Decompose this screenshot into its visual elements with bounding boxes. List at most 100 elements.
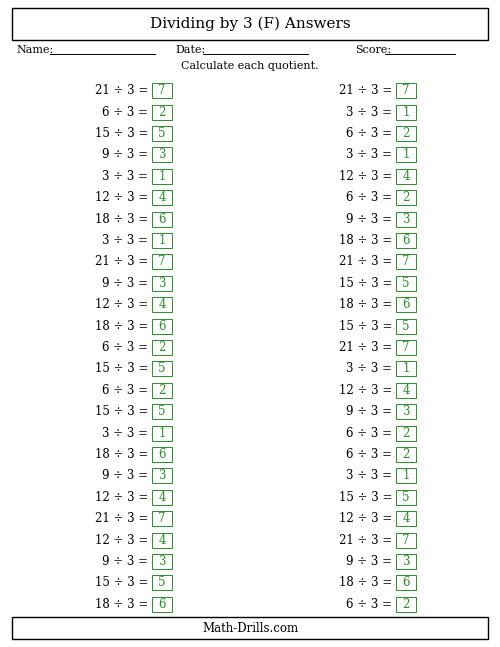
Bar [396,447,416,462]
Bar [152,212,172,226]
Text: 18 ÷ 3 =: 18 ÷ 3 = [339,298,392,311]
Text: 3: 3 [158,470,166,483]
Text: 3: 3 [402,213,410,226]
Text: 4: 4 [158,298,166,311]
Text: Calculate each quotient.: Calculate each quotient. [181,61,319,71]
Text: 9 ÷ 3 =: 9 ÷ 3 = [346,555,392,568]
Bar [152,105,172,120]
Text: 21 ÷ 3 =: 21 ÷ 3 = [95,84,148,97]
Bar [396,490,416,505]
Bar [396,297,416,313]
Text: 6: 6 [158,213,166,226]
Text: 6: 6 [402,234,410,247]
Text: 2: 2 [158,341,166,354]
Bar [152,126,172,141]
Bar [396,318,416,334]
Text: 6: 6 [158,598,166,611]
Text: 1: 1 [402,362,409,375]
Bar [152,554,172,569]
Text: 5: 5 [402,320,410,333]
Bar [152,297,172,313]
Text: 12 ÷ 3 =: 12 ÷ 3 = [95,192,148,204]
Bar [152,404,172,419]
Text: 6: 6 [158,320,166,333]
Text: 9 ÷ 3 =: 9 ÷ 3 = [102,470,148,483]
Text: 21 ÷ 3 =: 21 ÷ 3 = [95,512,148,525]
Bar [396,233,416,248]
Bar [152,233,172,248]
Text: 9 ÷ 3 =: 9 ÷ 3 = [346,213,392,226]
Text: 1: 1 [158,170,166,183]
Bar [12,8,488,40]
Bar [396,511,416,526]
Text: 6: 6 [402,576,410,589]
Text: 7: 7 [402,256,410,269]
Bar [152,169,172,184]
Text: 3 ÷ 3 =: 3 ÷ 3 = [346,105,392,118]
Text: 15 ÷ 3 =: 15 ÷ 3 = [94,362,148,375]
Text: 4: 4 [158,534,166,547]
Text: 21 ÷ 3 =: 21 ÷ 3 = [339,341,392,354]
Text: 1: 1 [158,426,166,439]
Text: 2: 2 [402,192,409,204]
Text: 7: 7 [158,256,166,269]
Bar [152,447,172,462]
Text: 15 ÷ 3 =: 15 ÷ 3 = [94,405,148,418]
Text: 12 ÷ 3 =: 12 ÷ 3 = [339,170,392,183]
Text: 6 ÷ 3 =: 6 ÷ 3 = [346,426,392,439]
Text: Name:: Name: [16,45,53,55]
Text: 3: 3 [402,405,410,418]
Text: 6: 6 [402,298,410,311]
Text: 12 ÷ 3 =: 12 ÷ 3 = [339,384,392,397]
Text: 3: 3 [158,148,166,161]
Bar [152,362,172,377]
Text: 18 ÷ 3 =: 18 ÷ 3 = [95,213,148,226]
Bar [152,318,172,334]
Text: 7: 7 [158,84,166,97]
Bar [396,148,416,162]
Text: 3 ÷ 3 =: 3 ÷ 3 = [102,170,148,183]
Bar [396,362,416,377]
Text: 3 ÷ 3 =: 3 ÷ 3 = [346,362,392,375]
Text: 3 ÷ 3 =: 3 ÷ 3 = [346,470,392,483]
Text: 2: 2 [402,127,409,140]
Text: 5: 5 [158,362,166,375]
Text: 7: 7 [402,341,410,354]
Bar [152,148,172,162]
Text: 18 ÷ 3 =: 18 ÷ 3 = [95,598,148,611]
Text: 2: 2 [158,384,166,397]
Bar [396,169,416,184]
Text: 4: 4 [402,384,410,397]
Text: 21 ÷ 3 =: 21 ÷ 3 = [339,84,392,97]
Bar [152,254,172,269]
Text: 21 ÷ 3 =: 21 ÷ 3 = [339,534,392,547]
Text: 3 ÷ 3 =: 3 ÷ 3 = [346,148,392,161]
Text: 3 ÷ 3 =: 3 ÷ 3 = [102,426,148,439]
Text: 6 ÷ 3 =: 6 ÷ 3 = [346,598,392,611]
Text: 7: 7 [402,534,410,547]
Bar [396,340,416,355]
Text: 15 ÷ 3 =: 15 ÷ 3 = [338,277,392,290]
Text: 2: 2 [158,105,166,118]
Text: 6 ÷ 3 =: 6 ÷ 3 = [346,448,392,461]
Bar [396,554,416,569]
Text: 2: 2 [402,426,409,439]
Bar [396,575,416,591]
Text: 21 ÷ 3 =: 21 ÷ 3 = [95,256,148,269]
Text: 3: 3 [402,555,410,568]
Text: 5: 5 [158,576,166,589]
Text: 1: 1 [402,105,409,118]
Text: 3: 3 [158,555,166,568]
Bar [152,276,172,291]
Text: 4: 4 [402,512,410,525]
Text: 9 ÷ 3 =: 9 ÷ 3 = [102,555,148,568]
Text: Math-Drills.com: Math-Drills.com [202,622,298,635]
Text: 12 ÷ 3 =: 12 ÷ 3 = [95,534,148,547]
Text: 15 ÷ 3 =: 15 ÷ 3 = [94,576,148,589]
Text: 5: 5 [158,127,166,140]
Bar [396,404,416,419]
Text: 1: 1 [402,470,409,483]
Bar [396,383,416,398]
Bar [152,511,172,526]
Bar [396,426,416,441]
